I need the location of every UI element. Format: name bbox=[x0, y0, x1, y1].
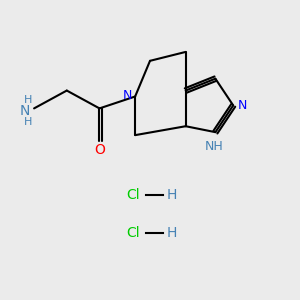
Text: Cl: Cl bbox=[126, 226, 140, 240]
Text: Cl: Cl bbox=[126, 188, 140, 202]
Text: H: H bbox=[24, 95, 33, 105]
Text: H: H bbox=[166, 188, 177, 202]
Text: H: H bbox=[166, 226, 177, 240]
Text: N: N bbox=[19, 104, 30, 118]
Text: N: N bbox=[238, 99, 247, 112]
Text: N: N bbox=[123, 88, 132, 101]
Text: NH: NH bbox=[205, 140, 223, 153]
Text: H: H bbox=[24, 117, 33, 127]
Text: O: O bbox=[94, 142, 105, 157]
